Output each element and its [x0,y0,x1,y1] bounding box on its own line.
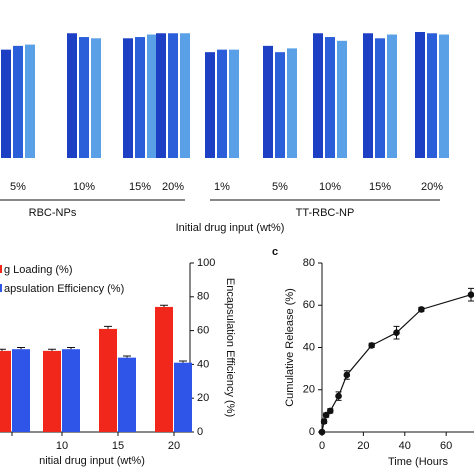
bar [325,37,335,158]
bar [217,49,227,158]
panel-label: c [272,246,278,258]
x-tick-label: 15 [112,440,124,452]
bar [427,33,437,159]
bar [363,33,373,159]
x-tick-label: 10 [56,440,68,452]
error-bar [0,348,6,351]
bar [168,33,178,159]
group-label: RBC-NPs [29,207,77,219]
bar [123,38,133,158]
point [418,306,425,313]
bar [313,33,323,159]
bar [337,40,347,158]
bar [287,48,297,158]
bar [99,328,117,432]
x-axis-title: nitial drug input (wt%) [39,455,145,467]
y2-tick-label: 0 [197,426,203,438]
x-tick-label: 20% [421,181,443,193]
bar [13,45,23,158]
legend-swatch [0,284,2,292]
line [321,294,472,433]
bar [415,32,425,158]
bar [229,49,239,158]
error-bar [17,347,25,350]
legend-swatch [0,265,2,273]
error-bar [160,304,168,307]
y2-tick-label: 80 [197,291,209,303]
bar [43,350,61,432]
bar [439,34,449,158]
x-tick-label: 0 [319,440,325,452]
error-bar [123,355,131,358]
bar [62,349,80,432]
bar [91,38,101,158]
x-tick-label: 5% [272,181,288,193]
x-axis-title: Time (Hours [388,456,449,468]
bar [135,37,145,158]
y-tick-label: 40 [303,341,315,353]
y2-tick-label: 100 [197,257,215,269]
bar [387,34,397,158]
bar [1,49,11,158]
x-tick-label: 10% [73,181,95,193]
legend-label: apsulation Efficiency (%) [4,283,124,295]
x-tick-label: 10% [319,181,341,193]
point [393,329,400,337]
bar [155,306,173,432]
error-bar [104,325,112,329]
point [467,291,474,298]
bar [25,44,35,158]
point [335,392,342,400]
y-axis-title: Cumulative Release (%) [284,288,296,407]
x-tick-label: 15% [369,181,391,193]
bar [205,52,215,158]
y2-tick-label: 40 [197,358,209,370]
point [368,342,375,349]
y-tick-label: 80 [303,257,315,269]
bar [275,52,285,158]
bar [79,37,89,158]
y2-tick-label: 20 [197,392,209,404]
x-tick-label: 1% [214,181,230,193]
error-bar [67,347,75,350]
x-tick-label: 15% [129,181,151,193]
legend-label: g Loading (%) [4,264,73,276]
error-bar [48,348,56,351]
y2-axis-title: Encapsulation Efficiency (%) [224,278,236,417]
point [320,418,328,425]
x-tick-label: 40 [399,440,411,452]
group-label: TT-RBC-NP [296,207,355,219]
x-tick-label: 60 [440,440,452,452]
bar [67,33,77,159]
bar [118,357,136,432]
error-bar [179,360,187,363]
bar [147,34,157,158]
y2-tick-label: 60 [197,325,209,337]
bar [174,362,192,432]
bar [375,38,385,158]
x-tick-label: 20 [168,440,180,452]
x-tick-label: 20% [162,181,184,193]
x-axis-title: Initial drug input (wt%) [176,222,285,234]
bar [180,33,190,159]
y-tick-label: 20 [303,384,315,396]
y-tick-label: 60 [303,299,315,311]
y-tick-label: 0 [309,426,315,438]
x-tick-label: 20 [357,440,369,452]
x-tick-label: 5% [10,181,26,193]
point [343,371,351,379]
point [318,428,326,436]
bar [12,349,30,432]
bar [156,33,166,159]
bar [0,350,11,432]
bar [263,45,273,158]
point [326,407,334,415]
